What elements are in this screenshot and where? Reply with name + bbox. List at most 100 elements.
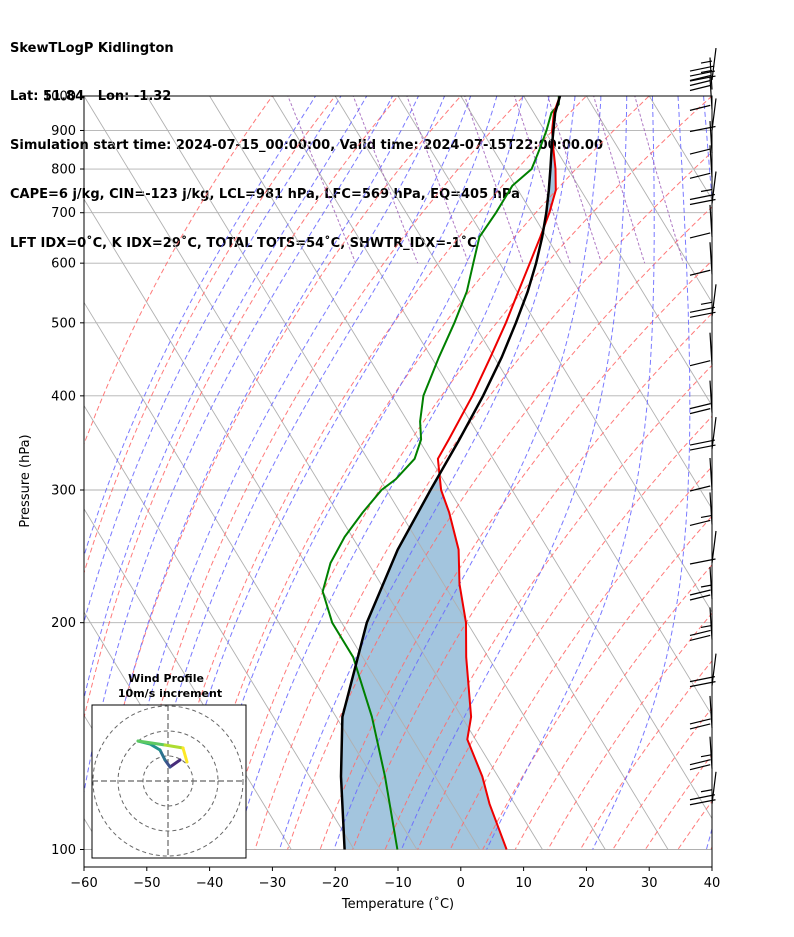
y-tick-label: 300 bbox=[51, 483, 76, 498]
temperature-curve bbox=[436, 96, 561, 850]
mixing-ratio-line bbox=[547, 96, 603, 264]
wind-barb bbox=[689, 145, 713, 179]
isotherm-line bbox=[397, 96, 712, 613]
barb-flag bbox=[689, 723, 711, 730]
moist-adiabat-line bbox=[592, 96, 691, 850]
barb-staff bbox=[709, 204, 713, 238]
isotherm-line bbox=[271, 96, 712, 820]
wind-barb bbox=[689, 492, 713, 527]
wind-barb bbox=[689, 695, 713, 730]
y-axis-label: Pressure (hPa) bbox=[18, 434, 33, 527]
isotherm-line bbox=[334, 96, 712, 717]
hodograph-segment bbox=[181, 746, 189, 764]
isotherm-line bbox=[84, 714, 167, 850]
dry-adiabat-line bbox=[84, 96, 336, 575]
barb-staff bbox=[709, 332, 713, 365]
wind-barb bbox=[689, 607, 713, 642]
y-axis-ticks: 100 200 300 400 500 600 700 800 900 1000 bbox=[43, 90, 84, 858]
barb-half bbox=[700, 188, 713, 193]
x-tick-label: −20 bbox=[321, 876, 348, 891]
barb-flag bbox=[689, 172, 711, 179]
dry-adiabat-line bbox=[156, 96, 588, 850]
barb-staff bbox=[711, 47, 717, 81]
barb-staff bbox=[711, 171, 717, 204]
dry-adiabat-line bbox=[417, 415, 712, 850]
x-tick-label: −60 bbox=[70, 876, 97, 891]
barb-flag bbox=[689, 125, 716, 133]
barb-staff bbox=[709, 492, 713, 525]
cape-fill-layer bbox=[341, 102, 559, 850]
moist-adiabat-line bbox=[114, 96, 446, 850]
hodograph bbox=[92, 705, 246, 858]
y-tick-label: 1000 bbox=[43, 90, 76, 105]
barb-flag bbox=[689, 104, 711, 111]
wind-barb bbox=[689, 736, 713, 771]
x-tick-label: −30 bbox=[259, 876, 286, 891]
barb-flag bbox=[689, 84, 711, 92]
barb-flag bbox=[689, 444, 716, 451]
barb-staff bbox=[709, 736, 713, 769]
isotherm-line bbox=[585, 96, 712, 304]
barb-half bbox=[700, 69, 713, 74]
moist-adiabat-line bbox=[165, 96, 498, 850]
isotherm-line bbox=[84, 404, 355, 850]
isotherm-line bbox=[765, 80, 794, 849]
barb-flag bbox=[689, 360, 711, 367]
profile-curves bbox=[321, 96, 562, 850]
dry-adiabat-line bbox=[644, 754, 712, 850]
barb-flag bbox=[689, 799, 716, 806]
isotherm-line bbox=[460, 96, 712, 510]
x-tick-label: −40 bbox=[196, 876, 223, 891]
dry-adiabat-line bbox=[743, 80, 794, 850]
isotherm-line bbox=[648, 96, 712, 201]
barb-flag bbox=[689, 558, 716, 565]
dry-adiabat-line bbox=[482, 515, 712, 850]
barb-flag bbox=[689, 193, 715, 201]
barb-flag bbox=[689, 485, 711, 492]
inset-title: Wind Profile bbox=[128, 672, 204, 685]
barb-staff bbox=[711, 284, 717, 317]
parcel-curve bbox=[339, 96, 562, 850]
barb-flag bbox=[689, 79, 711, 87]
x-tick-label: −10 bbox=[384, 876, 411, 891]
mixing-ratio-line bbox=[406, 96, 470, 264]
y-tick-label: 100 bbox=[51, 843, 76, 858]
barb-half bbox=[700, 789, 713, 793]
isotherm-line bbox=[523, 96, 712, 407]
x-tick-label: −50 bbox=[133, 876, 160, 891]
y-tick-label: 200 bbox=[51, 616, 76, 631]
barb-flag bbox=[689, 408, 711, 415]
mixing-ratio-line bbox=[513, 96, 571, 264]
barb-staff bbox=[709, 695, 713, 728]
barb-staff bbox=[709, 566, 713, 600]
barb-staff bbox=[711, 98, 717, 131]
x-tick-label: 30 bbox=[641, 876, 658, 891]
hodograph-segment bbox=[158, 748, 167, 762]
title-coordinates: Lat: 51.84 Lon: -1.32 bbox=[10, 89, 172, 105]
moist-adiabat-line bbox=[197, 96, 524, 850]
moist-adiabat-line bbox=[138, 96, 472, 850]
wind-barb bbox=[689, 653, 717, 688]
wind-barb bbox=[689, 171, 717, 206]
wind-barb bbox=[689, 121, 713, 155]
dry-adiabat-line bbox=[124, 96, 525, 850]
barb-half bbox=[700, 514, 713, 519]
wind-barb bbox=[689, 566, 713, 601]
barb-staff bbox=[709, 242, 713, 275]
barb-staff bbox=[709, 57, 713, 90]
barb-flag bbox=[689, 718, 711, 725]
moist-adiabat-line bbox=[234, 96, 550, 850]
moist-adiabat-line bbox=[93, 96, 420, 850]
x-axis-ticks: −60 −50 −40 −30 −20 −10 0 10 20 30 40 bbox=[70, 867, 720, 891]
wind-barb bbox=[689, 771, 717, 806]
x-tick-label: 20 bbox=[578, 876, 595, 891]
inset-subtitle: 10m/s increment bbox=[118, 687, 222, 700]
y-tick-label: 800 bbox=[51, 163, 76, 178]
barb-staff bbox=[711, 530, 717, 564]
dry-adiabat-line bbox=[319, 260, 712, 850]
barb-staff bbox=[709, 77, 713, 110]
wind-profile-inset: Wind Profile 10m/s increment bbox=[91, 672, 247, 859]
dry-adiabat-line bbox=[287, 206, 712, 850]
wind-barb bbox=[689, 57, 713, 92]
hodograph-segment bbox=[163, 743, 185, 750]
